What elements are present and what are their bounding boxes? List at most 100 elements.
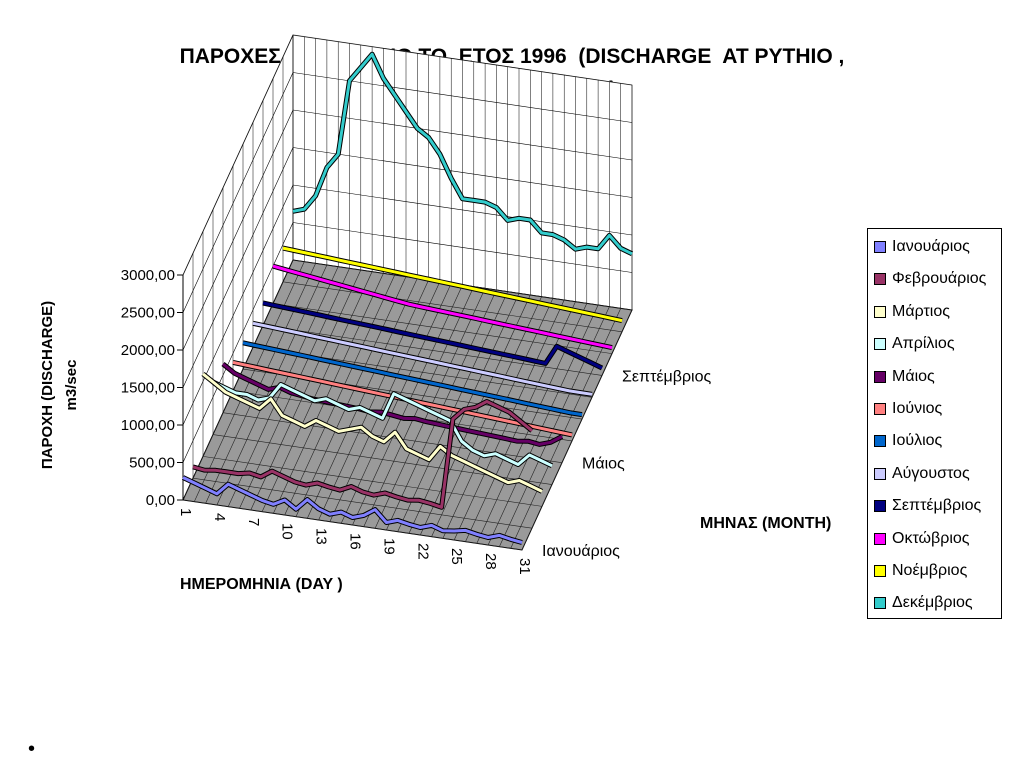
legend-swatch (874, 370, 886, 383)
series-11-line (292, 52, 633, 256)
z-tick-label: Ιανουάριος (542, 543, 620, 560)
x-tick-label: 1 (177, 508, 194, 516)
floor-grid-day (273, 273, 384, 514)
series-8-line (262, 301, 603, 370)
floor-grid-month (182, 499, 523, 551)
legend-item: Απρίλιος (874, 333, 955, 355)
y-axis-ticks: 0,00 500,00 1000,00 1500,00 2000,00 2500,00 30… (121, 267, 183, 509)
legend-label: Μάιος (892, 367, 935, 385)
series-10-line (282, 246, 623, 323)
legend-swatch (874, 500, 886, 513)
floor-grid-day (295, 276, 407, 517)
legend-item: Οκτώβριος (874, 528, 970, 550)
chart-walls (182, 34, 633, 551)
bullet-mark: • (28, 738, 36, 760)
legend-swatch (874, 338, 886, 351)
legend-item: Φεβρουάριος (874, 268, 986, 290)
floor-grid-day (352, 284, 463, 526)
floor-grid-day (329, 281, 441, 522)
legend-item: Μάιος (874, 366, 935, 388)
x-tick-label: 13 (313, 528, 330, 545)
y-axis-unit: m3/sec (63, 360, 80, 411)
gridline-side (182, 109, 294, 351)
floor-grid-day (239, 268, 350, 509)
floor-grid-month (222, 412, 563, 464)
floor-grid-day (476, 303, 588, 544)
y-tick-label: 2500,00 (121, 305, 175, 322)
legend-label: Ιανουάριος (892, 238, 970, 255)
x-tick-label: 4 (211, 513, 228, 521)
x-tick-label: 25 (448, 548, 465, 565)
gridline-side (182, 222, 294, 463)
legend-label: Νοέμβριος (892, 562, 968, 579)
legend-swatch (874, 532, 886, 545)
floor-grid-day (307, 278, 418, 519)
floor-grid-day (386, 289, 497, 531)
floor-grid-month (262, 325, 603, 376)
legend-item: Αύγουστος (874, 463, 970, 485)
x-axis-ticks: 1 4 7 10 13 16 19 22 25 28 31 (177, 508, 533, 575)
legend-swatch (874, 435, 886, 448)
legend-swatch (874, 565, 886, 577)
floor-grid-month (282, 281, 623, 333)
gridline-side (182, 184, 294, 426)
floor-grid-day (340, 283, 452, 524)
floor-grid-day (284, 274, 395, 516)
series-9-line (272, 264, 613, 350)
x-axis-title: ΗΜΕΡΟΜΗΝΙΑ (DAY ) (180, 576, 343, 593)
legend-label: Δεκέμβριος (892, 594, 973, 612)
legend-item: Ιούλιος (874, 430, 942, 452)
y-tick-label: 500,00 (129, 455, 175, 472)
z-axis-ticks: Ιανουάριος Μάιος Σεπτέμβριος (542, 368, 711, 560)
legend-item: Δεκέμβριος (874, 592, 973, 614)
chart-legend: Ιανουάριος Φεβρουάριος Μάρτιος Απρίλιος Μάιο… (867, 228, 1002, 619)
series-group (181, 51, 634, 545)
floor-grid-month (192, 477, 533, 529)
y-tick-label: 0,00 (146, 492, 175, 509)
gridline-side (182, 34, 294, 276)
legend-swatch (874, 597, 886, 610)
legend-label: Μάρτιος (892, 302, 950, 320)
gridline-side (182, 72, 294, 313)
legend-swatch (874, 273, 886, 286)
legend-item: Ιούνιος (874, 398, 942, 420)
x-tick-label: 16 (347, 533, 364, 550)
x-tick-label: 19 (380, 538, 397, 555)
y-tick-label: 1500,00 (121, 380, 175, 397)
z-tick-label: Σεπτέμβριος (622, 368, 711, 385)
gridline-side (182, 147, 294, 388)
series-2-line (202, 372, 543, 493)
z-tick-label: Μάιος (582, 456, 625, 473)
floor-grid-day (318, 279, 429, 521)
series-7-line (252, 321, 593, 396)
floor-grid-month (202, 456, 543, 507)
legend-label: Αύγουστος (892, 464, 970, 482)
y-tick-label: 3000,00 (121, 267, 175, 284)
legend-item: Σεπτέμβριος (874, 495, 981, 517)
y-axis-title: ΠΑΡΟΧΗ (DISCHARGE) (39, 301, 56, 469)
legend-item: Μάρτιος (874, 301, 950, 323)
legend-label: Οκτώβριος (892, 529, 970, 547)
series-1-line (192, 400, 533, 509)
legend-label: Ιούλιος (892, 432, 943, 450)
y-tick-label: 2000,00 (121, 342, 175, 359)
legend-swatch (874, 467, 886, 480)
z-axis-title: ΜΗΝΑΣ (MONTH) (700, 515, 831, 532)
x-tick-label: 7 (245, 518, 262, 526)
floor-grid-day (261, 271, 373, 512)
series-6-line (242, 341, 583, 417)
legend-swatch (874, 305, 886, 318)
floor-grid-day (510, 308, 621, 549)
x-tick-label: 22 (414, 543, 431, 560)
legend-label: Ιούνιος (892, 400, 943, 417)
floor-grid-day (499, 306, 610, 547)
x-tick-label: 10 (279, 523, 296, 540)
floor-grid-day (374, 288, 486, 529)
y-tick-label: 1000,00 (121, 417, 175, 434)
legend-label: Φεβρουάριος (892, 270, 987, 288)
floor-grid-day (182, 259, 294, 501)
floor-grid-day (487, 304, 599, 546)
x-tick-label: 28 (482, 553, 499, 570)
legend-swatch (874, 403, 886, 415)
